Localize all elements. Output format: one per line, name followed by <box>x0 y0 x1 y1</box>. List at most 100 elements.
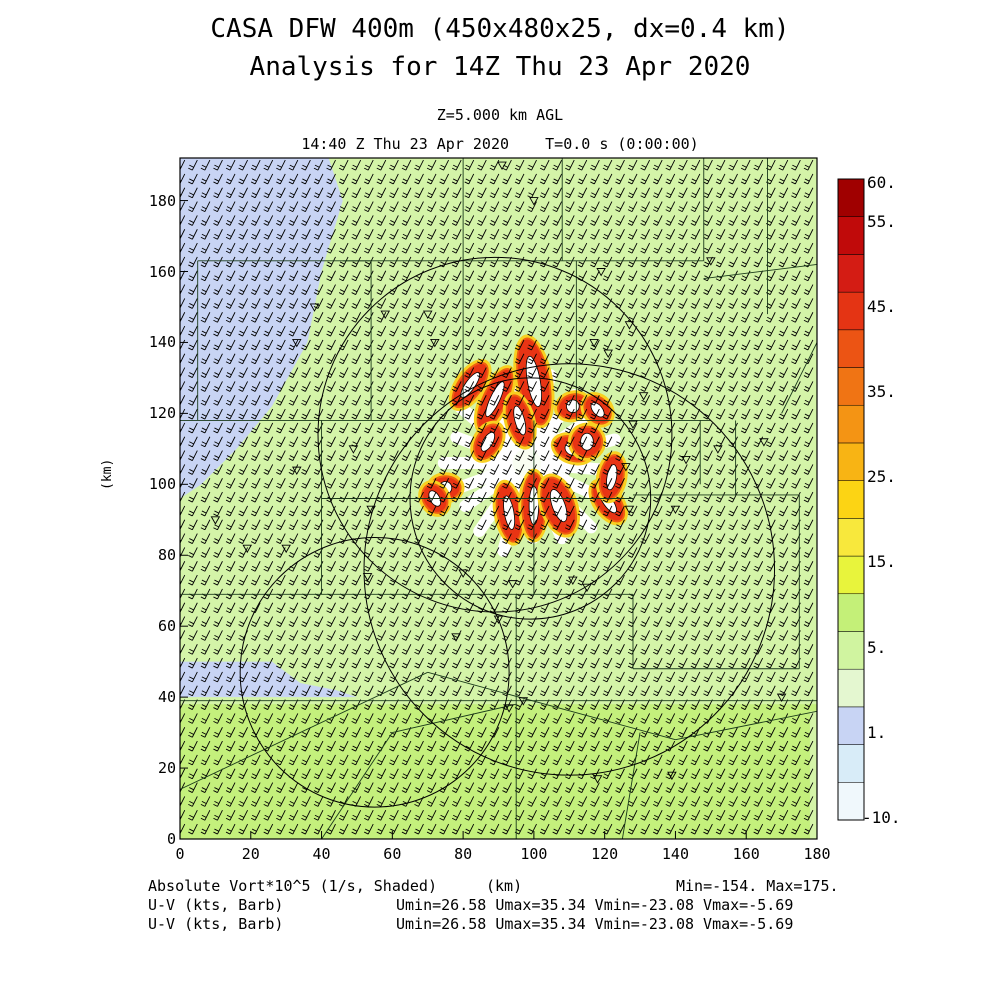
station-marker <box>366 505 376 515</box>
y-tick-label: 180 <box>148 191 176 210</box>
y-tick-label: 20 <box>157 759 176 778</box>
station-marker <box>242 544 253 554</box>
radar-range-ring <box>409 377 652 620</box>
valid-time-label: 14:40 Z Thu 23 Apr 2020 T=0.0 s (0:00:00… <box>301 135 699 153</box>
station-marker <box>497 161 507 171</box>
field-description: Absolute Vort*10^5 (1/s, Shaded) <box>148 877 437 895</box>
barb-label-2: U-V (kts, Barb) <box>148 915 284 933</box>
barb-stats-1: Umin=26.58 Umax=35.34 Vmin=-23.08 Vmax=-… <box>396 896 794 914</box>
colorbar-bin <box>837 782 865 821</box>
field-edge <box>809 711 817 839</box>
x-tick-label: 0 <box>175 845 185 863</box>
station-marker <box>568 576 578 585</box>
barb-label-1: U-V (kts, Barb) <box>148 896 284 914</box>
colorbar-label: 55. <box>867 212 896 231</box>
vorticity-maximum <box>502 391 537 450</box>
station-marker <box>281 544 291 554</box>
min-max-label: Min=-154. Max=175. <box>676 877 839 895</box>
station-marker <box>713 445 723 454</box>
colorbar-frame <box>837 178 865 821</box>
station-marker <box>504 704 514 713</box>
station-marker <box>493 615 504 625</box>
y-tick-label: 40 <box>157 688 176 707</box>
colorbar-label: 15. <box>867 552 896 571</box>
station-marker <box>518 697 529 706</box>
radar-range-ring <box>239 537 510 808</box>
x-axis-label: (km) <box>486 877 523 895</box>
colorbar-label: 60. <box>867 173 896 192</box>
x-tick-label: 120 <box>591 845 619 863</box>
county-boundary <box>392 703 517 734</box>
colorbar-label: 45. <box>867 297 896 316</box>
station-marker <box>582 583 592 593</box>
chart-subtitle: Analysis for 14Z Thu 23 Apr 2020 <box>249 52 751 82</box>
colorbar-label: 5. <box>867 638 887 657</box>
county-boundary <box>703 263 817 280</box>
county-boundary <box>621 732 641 839</box>
plot-frame <box>179 157 818 840</box>
station-marker <box>430 338 440 348</box>
colorbar-label: 35. <box>867 382 896 401</box>
chart-title: CASA DFW 400m (450x480x25, dx=0.4 km) <box>210 14 790 44</box>
colorbar-bin <box>837 291 865 331</box>
station-marker <box>776 693 787 703</box>
y-tick-label: 80 <box>157 546 176 565</box>
colorbar-bin <box>837 518 865 557</box>
station-marker <box>624 505 635 515</box>
x-tick-label: 140 <box>661 845 689 863</box>
colorbar-bin <box>837 404 865 444</box>
level-label: Z=5.000 km AGL <box>436 106 564 124</box>
vorticity-maximum <box>473 365 517 434</box>
x-tick-label: 80 <box>454 845 473 863</box>
station-marker <box>507 580 518 589</box>
station-marker <box>759 438 769 447</box>
station-marker <box>621 463 631 472</box>
colorbar-bin <box>837 593 865 632</box>
station-marker <box>628 420 638 429</box>
y-tick-label: 60 <box>157 617 176 636</box>
station-marker <box>292 338 302 348</box>
colorbar-bin <box>837 178 865 217</box>
radar-range-ring <box>363 363 776 776</box>
station-marker <box>667 771 677 781</box>
vorticity-maximum <box>470 420 506 463</box>
colorbar-bin <box>837 706 865 745</box>
colorbar-label: 25. <box>867 467 896 486</box>
barb-stats-2: Umin=26.58 Umax=35.34 Vmin=-23.08 Vmax=-… <box>396 915 794 933</box>
station-marker <box>589 338 599 348</box>
station-marker <box>422 310 433 319</box>
x-tick-label: 60 <box>383 845 402 863</box>
station-marker <box>292 466 302 476</box>
y-tick-label: 140 <box>148 333 176 352</box>
colorbar-bin <box>837 555 865 595</box>
vorticity-maximum <box>554 390 592 423</box>
station-marker <box>348 445 359 454</box>
colorbar-label: 1. <box>867 723 887 742</box>
x-tick-label: 100 <box>520 845 548 863</box>
station-marker <box>603 349 613 358</box>
colorbar-bin <box>837 367 865 406</box>
colorbar-bin <box>837 668 865 708</box>
county-boundary <box>781 342 817 414</box>
y-axis-label: (km) <box>100 458 115 490</box>
x-tick-label: 180 <box>803 845 831 863</box>
station-marker <box>210 516 221 525</box>
county-boundary <box>321 732 393 839</box>
county-boundary <box>427 671 676 741</box>
station-marker <box>638 392 649 401</box>
county-boundary <box>180 671 428 790</box>
station-marker <box>624 321 635 330</box>
colorbar-bin <box>837 631 865 670</box>
colorbar-bin <box>837 744 865 783</box>
station-marker <box>309 303 320 312</box>
x-tick-label: 40 <box>312 845 331 863</box>
colorbar-bin <box>837 329 865 368</box>
vorticity-maximum <box>567 422 607 461</box>
county-boundary <box>675 710 817 741</box>
station-marker <box>596 268 606 277</box>
station-marker <box>458 569 468 578</box>
station-marker <box>451 633 461 642</box>
station-marker <box>362 573 373 582</box>
colorbar-label: -10. <box>862 808 901 827</box>
